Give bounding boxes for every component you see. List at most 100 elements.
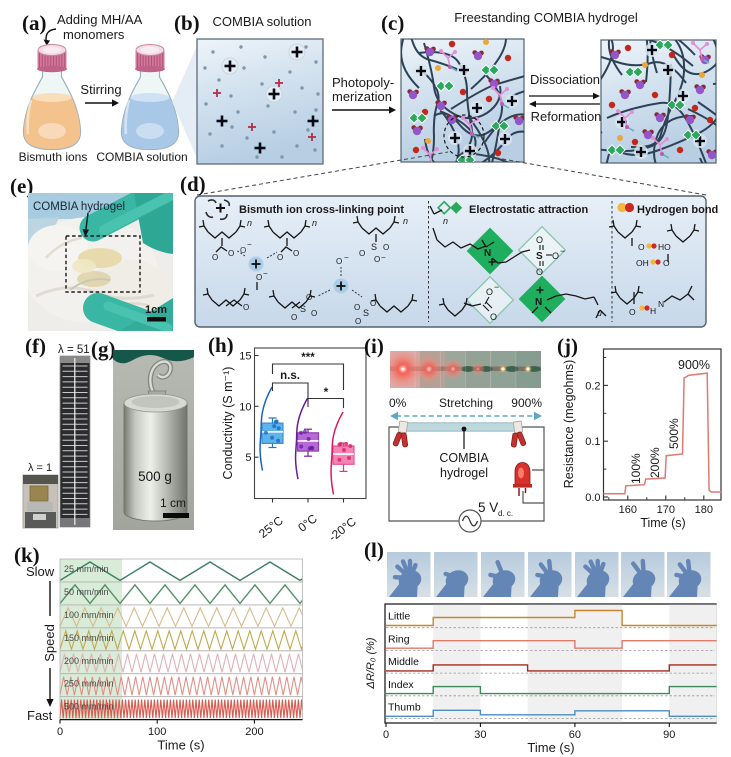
svg-text:(f): (f): [25, 334, 46, 358]
svg-text:O: O: [359, 249, 365, 258]
svg-text:O: O: [383, 243, 389, 252]
svg-text:60: 60: [569, 729, 581, 741]
svg-text:Dissociation: Dissociation: [530, 72, 600, 87]
svg-text:O: O: [374, 255, 380, 264]
svg-text:O: O: [536, 267, 543, 277]
svg-text:S: S: [371, 242, 377, 252]
svg-text:O: O: [536, 235, 543, 245]
svg-text:25 mm/min: 25 mm/min: [64, 564, 109, 574]
svg-text:180: 180: [695, 504, 713, 516]
svg-text:−: −: [494, 282, 499, 292]
svg-text:−: −: [247, 240, 252, 249]
svg-text:0.2: 0.2: [585, 380, 600, 392]
svg-text:n: n: [403, 216, 408, 226]
svg-text:(k): (k): [14, 543, 40, 567]
svg-text:Resistance (megohms): Resistance (megohms): [562, 360, 576, 489]
svg-text:(a): (a): [22, 11, 47, 35]
svg-text:O: O: [336, 257, 342, 266]
svg-text:O: O: [355, 317, 361, 326]
svg-text:90: 90: [663, 729, 675, 741]
svg-text:λ = 51: λ = 51: [58, 344, 90, 356]
svg-text:160: 160: [619, 504, 637, 516]
svg-text:Time (s): Time (s): [640, 516, 685, 530]
svg-text:Photopoly-: Photopoly-: [332, 75, 394, 90]
svg-text:O: O: [552, 251, 559, 261]
svg-text:100%: 100%: [629, 453, 643, 484]
svg-text:O: O: [486, 287, 493, 297]
svg-text:O: O: [638, 242, 645, 252]
svg-text:*: *: [324, 385, 329, 399]
svg-text:ΔR/R₀ (%): ΔR/R₀ (%): [365, 637, 377, 689]
svg-text:250 mm/min: 250 mm/min: [64, 679, 114, 689]
svg-text:H: H: [650, 306, 656, 316]
svg-text:500%: 500%: [667, 418, 681, 449]
svg-text:Time (s): Time (s): [527, 740, 574, 755]
svg-text:Bismuth ions: Bismuth ions: [19, 150, 88, 164]
svg-text:900%: 900%: [678, 358, 710, 372]
svg-text:O: O: [291, 313, 297, 322]
svg-text:0.0: 0.0: [585, 492, 600, 504]
svg-text:O: O: [243, 303, 249, 312]
svg-text:n: n: [443, 216, 448, 226]
svg-text:−: −: [344, 253, 349, 262]
svg-text:Fast: Fast: [27, 708, 53, 723]
svg-text:O: O: [370, 299, 376, 308]
svg-text:5: 5: [245, 452, 251, 464]
svg-text:Stirring: Stirring: [80, 82, 121, 97]
svg-text:Stretching: Stretching: [439, 396, 493, 410]
svg-text:S: S: [300, 304, 306, 314]
svg-text:Conductivity (S m⁻¹): Conductivity (S m⁻¹): [221, 367, 235, 480]
svg-text:200%: 200%: [648, 447, 662, 478]
svg-text:(l): (l): [364, 538, 384, 562]
svg-text:Thumb: Thumb: [388, 702, 421, 714]
svg-text:Freestanding COMBIA hydrogel: Freestanding COMBIA hydrogel: [454, 10, 638, 25]
svg-text:(h): (h): [208, 333, 234, 357]
svg-text:−: −: [263, 269, 268, 278]
svg-text:O: O: [228, 249, 234, 258]
svg-text:O: O: [354, 303, 360, 312]
svg-text:N: N: [484, 248, 491, 259]
svg-text:Ring: Ring: [388, 633, 410, 645]
svg-text:−: −: [381, 253, 386, 262]
svg-text:10: 10: [239, 401, 251, 413]
svg-text:Speed: Speed: [42, 624, 57, 662]
svg-text:0.1: 0.1: [585, 436, 600, 448]
svg-text:COMBIA: COMBIA: [439, 451, 489, 465]
svg-text:1 cm: 1 cm: [160, 496, 186, 510]
svg-text:Bismuth ion cross-linking poin: Bismuth ion cross-linking point: [239, 204, 404, 216]
svg-text:merization: merization: [332, 89, 392, 104]
svg-text:100: 100: [148, 726, 166, 738]
svg-text:u: u: [597, 308, 602, 318]
svg-text:Adding MH/AA: Adding MH/AA: [57, 12, 143, 27]
svg-text:170: 170: [657, 504, 675, 516]
svg-text:hydrogel: hydrogel: [440, 466, 488, 480]
svg-text:COMBIA solution: COMBIA solution: [96, 150, 187, 164]
svg-text:200: 200: [245, 726, 263, 738]
svg-text:Middle: Middle: [388, 656, 419, 668]
svg-text:(d): (d): [180, 172, 206, 196]
svg-text:Reformation: Reformation: [531, 109, 602, 124]
svg-text:λ = 1: λ = 1: [28, 462, 52, 474]
svg-text:(g): (g): [91, 337, 116, 361]
svg-text:−: −: [560, 246, 565, 256]
svg-text:S: S: [536, 251, 543, 262]
svg-text:O: O: [311, 309, 317, 318]
svg-text:100 mm/min: 100 mm/min: [64, 610, 114, 620]
svg-text:500 mm/min: 500 mm/min: [64, 702, 114, 712]
svg-text:O: O: [240, 246, 246, 255]
svg-text:O: O: [663, 258, 670, 268]
svg-text:n.s.: n.s.: [280, 370, 300, 382]
svg-text:S: S: [363, 308, 369, 318]
svg-text:monomers: monomers: [63, 27, 125, 42]
svg-text:5 V: 5 V: [478, 500, 498, 515]
svg-text:15: 15: [239, 351, 251, 363]
svg-text:Time (s): Time (s): [157, 738, 204, 753]
svg-text:0: 0: [57, 726, 63, 738]
svg-text:d. c.: d. c.: [498, 509, 513, 518]
svg-text:Index: Index: [388, 679, 414, 691]
svg-text:(b): (b): [174, 11, 200, 35]
svg-text:Little: Little: [388, 611, 410, 623]
svg-text:500 g: 500 g: [138, 469, 172, 484]
svg-text:HO: HO: [658, 242, 671, 252]
svg-text:0: 0: [383, 729, 389, 741]
